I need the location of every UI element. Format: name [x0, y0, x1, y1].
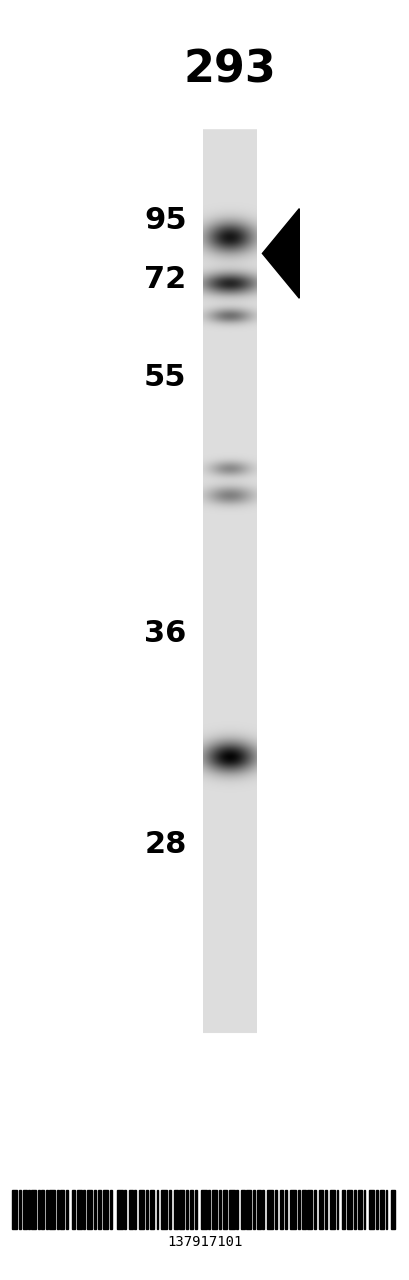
Bar — [284, 1190, 286, 1229]
Text: 36: 36 — [144, 620, 186, 648]
Bar — [313, 1190, 315, 1229]
Bar — [134, 1190, 136, 1229]
Bar — [357, 1190, 361, 1229]
Bar — [279, 1190, 283, 1229]
Bar — [117, 1190, 122, 1229]
Polygon shape — [262, 209, 299, 298]
Bar — [56, 1190, 58, 1229]
Bar — [353, 1190, 355, 1229]
Bar — [228, 1190, 234, 1229]
Bar — [336, 1190, 337, 1229]
Bar — [31, 1190, 36, 1229]
Bar — [195, 1190, 196, 1229]
Bar — [222, 1190, 226, 1229]
Bar — [129, 1190, 133, 1229]
Text: 28: 28 — [144, 831, 186, 859]
Bar — [274, 1190, 276, 1229]
Bar — [173, 1190, 177, 1229]
Bar — [212, 1190, 217, 1229]
Bar — [208, 1190, 210, 1229]
Bar — [252, 1190, 254, 1229]
Bar — [200, 1190, 206, 1229]
Bar — [94, 1190, 96, 1229]
Text: 293: 293 — [183, 49, 275, 92]
Bar — [236, 1190, 238, 1229]
Bar — [46, 1190, 47, 1229]
Bar — [28, 1190, 29, 1229]
Bar — [318, 1190, 322, 1229]
Bar — [256, 1190, 260, 1229]
Bar — [380, 1190, 383, 1229]
Bar — [390, 1190, 394, 1229]
Bar — [219, 1190, 220, 1229]
Bar — [83, 1190, 85, 1229]
Bar — [262, 1190, 264, 1229]
Bar — [246, 1190, 251, 1229]
Bar — [150, 1190, 154, 1229]
Bar — [179, 1190, 184, 1229]
Text: 72: 72 — [144, 265, 186, 293]
Bar — [168, 1190, 170, 1229]
Bar — [368, 1190, 373, 1229]
Bar — [86, 1190, 92, 1229]
Text: 137917101: 137917101 — [167, 1235, 242, 1249]
Bar — [346, 1190, 351, 1229]
Text: 95: 95 — [144, 206, 186, 234]
Bar — [72, 1190, 75, 1229]
Bar — [103, 1190, 108, 1229]
Bar — [341, 1190, 344, 1229]
Bar — [38, 1190, 40, 1229]
Bar — [41, 1190, 44, 1229]
Bar — [385, 1190, 387, 1229]
Bar — [297, 1190, 299, 1229]
Bar — [76, 1190, 81, 1229]
Bar — [49, 1190, 55, 1229]
Bar — [307, 1190, 312, 1229]
Bar — [161, 1190, 166, 1229]
Bar — [301, 1190, 305, 1229]
Bar — [375, 1190, 377, 1229]
Bar — [66, 1190, 67, 1229]
Bar — [189, 1190, 193, 1229]
Bar — [139, 1190, 144, 1229]
Bar — [156, 1190, 158, 1229]
Bar — [124, 1190, 126, 1229]
Bar — [324, 1190, 326, 1229]
Bar — [146, 1190, 148, 1229]
Bar — [19, 1190, 21, 1229]
Bar — [290, 1190, 295, 1229]
Bar — [329, 1190, 335, 1229]
Bar — [110, 1190, 112, 1229]
Bar — [12, 1190, 17, 1229]
Bar — [363, 1190, 364, 1229]
Bar — [22, 1190, 27, 1229]
Bar — [97, 1190, 101, 1229]
Text: 55: 55 — [144, 364, 186, 392]
Bar — [240, 1190, 244, 1229]
Bar — [185, 1190, 187, 1229]
Bar — [60, 1190, 64, 1229]
Bar — [267, 1190, 272, 1229]
